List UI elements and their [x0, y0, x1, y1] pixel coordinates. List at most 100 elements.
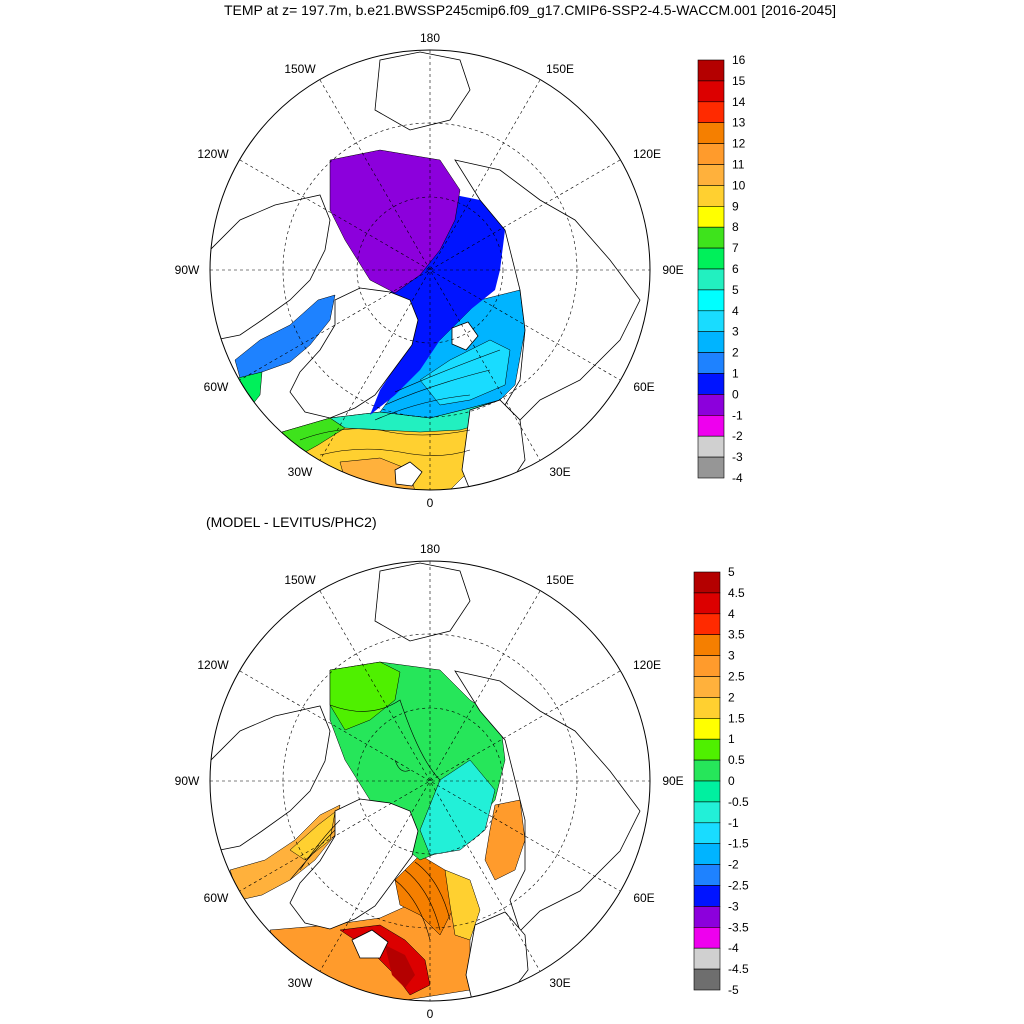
top-contour-lines: [299, 349, 501, 456]
top-lon-label-0: 0: [427, 496, 434, 510]
bottom-colorbar-swatch: [693, 885, 721, 907]
bottom-field-baffin-yellow: [289, 811, 336, 861]
top-field-barents-light: [419, 339, 511, 406]
bottom-colorbar-tick-label: -3.5: [728, 920, 749, 934]
bottom-colorbar-swatch: [693, 676, 721, 698]
top-lon-label-150w: 150W: [284, 62, 316, 76]
top-field-arctic-blue: [370, 195, 505, 415]
top-colorbar-tick-label: 7: [732, 241, 739, 255]
top-colorbar-swatch: [697, 247, 725, 270]
bottom-colorbar-swatch: [693, 571, 721, 594]
bottom-lon-label-90w: 90W: [175, 774, 200, 788]
bottom-field-barents-orange: [484, 799, 526, 881]
bottom-colorbar-tick-label: 2: [728, 690, 735, 704]
bottom-colorbar-swatch: [693, 717, 721, 740]
top-land-alaska-coast: [374, 51, 471, 131]
bottom-colorbar-tick-label: 3.5: [728, 628, 745, 642]
difference-subtitle: (MODEL - LEVITUS/PHC2): [206, 514, 377, 530]
bottom-colorbar-tick-label: -1.5: [728, 837, 749, 851]
bottom-colorbar-tick-label: 0: [728, 774, 735, 788]
top-colorbar-tick-label: 8: [732, 220, 739, 234]
bottom-colorbar-tick-label: 0.5: [728, 753, 745, 767]
top-colorbar-swatch: [697, 206, 725, 228]
top-colorbar-tick-label: 6: [732, 262, 739, 276]
top-colorbar-swatch: [697, 59, 725, 82]
bottom-colorbar-swatch: [693, 926, 721, 949]
bottom-lon-label-180: 180: [420, 542, 440, 556]
bottom-colorbar-tick-label: -1: [728, 816, 739, 830]
top-colorbar-tick-label: -1: [732, 408, 743, 422]
bottom-colorbar-tick-label: 1.5: [728, 711, 745, 725]
bottom-colorbar-tick-label: 5: [728, 565, 735, 579]
top-lon-label-30w: 30W: [288, 465, 313, 479]
bottom-colorbar-swatch: [693, 843, 721, 865]
bottom-lon-label-150e: 150E: [546, 573, 574, 587]
bottom-colorbar-tick-label: -3: [728, 899, 739, 913]
bottom-land-alaska-coast: [374, 562, 471, 642]
bottom-colorbar-tick-label: 4.5: [728, 586, 745, 600]
bottom-lon-label-120e: 120E: [633, 658, 661, 672]
top-graticule: [210, 50, 650, 490]
bottom-colorbar-tick-label: 1: [728, 732, 735, 746]
top-colorbar-tick-label: 4: [732, 304, 739, 318]
top-colorbar-tick-label: 5: [732, 283, 739, 297]
bottom-colorbar-swatch: [693, 801, 721, 824]
top-lon-label-150e: 150E: [546, 62, 574, 76]
top-lon-label-180: 180: [420, 31, 440, 45]
bottom-colorbar-swatch: [693, 634, 721, 656]
top-colorbar-swatch: [697, 435, 725, 458]
top-lon-label-60e: 60E: [633, 380, 654, 394]
bottom-colorbar-tick-label: 3: [728, 649, 735, 663]
top-colorbar-swatch: [697, 414, 725, 437]
top-colorbar-swatch: [697, 394, 725, 416]
top-colorbar-swatch: [697, 101, 725, 124]
bottom-colorbar-tick-label: -4: [728, 941, 739, 955]
top-colorbar-swatch: [697, 268, 725, 291]
figure-title: TEMP at z= 197.7m, b.e21.BWSSP245cmip6.f…: [223, 2, 837, 18]
bottom-colorbar-tick-label: -2: [728, 858, 739, 872]
bottom-land-greenland: [289, 798, 419, 930]
top-colorbar-swatch: [697, 122, 725, 144]
top-lon-label-90e: 90E: [662, 263, 683, 277]
bottom-colorbar-swatch: [693, 864, 721, 886]
bottom-colorbar-tick-label: -0.5: [728, 795, 749, 809]
top-lon-label-60w: 60W: [204, 380, 229, 394]
bottom-lon-label-60w: 60W: [204, 891, 229, 905]
top-colorbar-swatch: [697, 164, 725, 186]
bottom-colorbar-swatch: [693, 968, 721, 991]
bottom-colorbar-tick-label: 2.5: [728, 670, 745, 684]
top-colorbar-swatch: [697, 143, 725, 165]
top-land-greenland: [289, 287, 419, 419]
bottom-colorbar-tick-label: 4: [728, 607, 735, 621]
bottom-colorbar-swatch: [693, 697, 721, 719]
top-colorbar-tick-label: 11: [732, 158, 745, 172]
bottom-contour-lines: [289, 699, 451, 941]
top-lon-label-30e: 30E: [549, 465, 570, 479]
top-colorbar-swatch: [697, 289, 725, 312]
bottom-field-atlantic-darkred: [385, 945, 415, 988]
bottom-colorbar-swatch: [693, 906, 721, 928]
top-lon-label-120w: 120W: [197, 147, 229, 161]
bottom-colorbar-swatch: [693, 780, 721, 803]
bottom-field-norwegian-yellow: [444, 869, 481, 941]
bottom-land-siberia: [454, 670, 641, 932]
top-colorbar-tick-label: 10: [732, 178, 746, 192]
top-colorbar-swatch: [697, 226, 725, 249]
bottom-colorbar: 5 4.5 4 3.5 3 2.5 2 1.5 1 0.5 0 -0.5 -1 -1.5 -2 -2.5 -3 -…: [693, 565, 749, 997]
top-colorbar-tick-label: 1: [732, 367, 739, 381]
bottom-lon-label-120w: 120W: [197, 658, 229, 672]
top-lon-label-90w: 90W: [175, 263, 200, 277]
top-colorbar-tick-label: 3: [732, 325, 739, 339]
top-colorbar-swatch: [697, 310, 725, 332]
bottom-lon-label-30w: 30W: [288, 976, 313, 990]
top-colorbar-swatch: [697, 373, 725, 395]
bottom-graticule: [210, 561, 650, 1001]
bottom-colorbar-swatch: [693, 613, 721, 635]
bottom-colorbar-swatch: [693, 738, 721, 761]
bottom-colorbar-swatch: [693, 759, 721, 782]
top-land-svalbard: [451, 321, 479, 351]
top-polar-map: 180 0 150W 150E 120W 120E 90W 90E 60W 60…: [175, 31, 684, 510]
top-land-siberia: [454, 159, 641, 421]
top-colorbar-swatch: [697, 352, 725, 374]
